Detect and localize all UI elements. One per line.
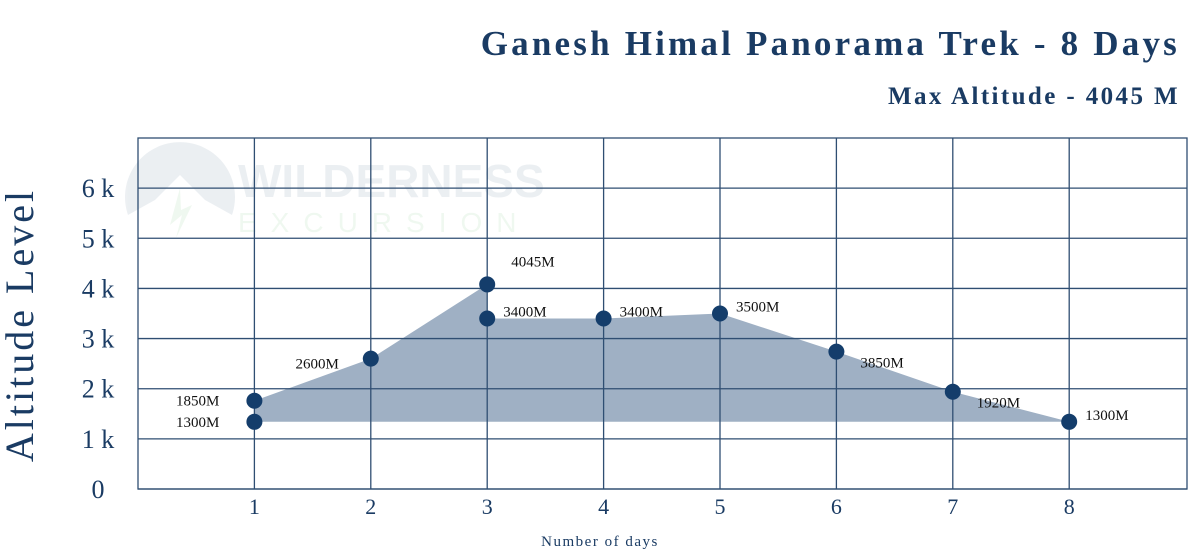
watermark-text-2: EXCURSION [238, 207, 530, 238]
data-point [362, 350, 379, 367]
chart-subtitle: Max Altitude - 4045 M [887, 83, 1180, 110]
y-tick-label: 1 k [82, 425, 115, 454]
data-label: 1920M [977, 396, 1020, 412]
chart-title: Ganesh Himal Panorama Trek - 8 Days [480, 24, 1180, 63]
data-point [828, 343, 845, 360]
watermark-logo: WILDERNESS EXCURSION [125, 142, 545, 238]
watermark-mountain-icon [125, 142, 235, 215]
data-label: 3400M [620, 305, 663, 321]
x-axis-title: Number of days [541, 534, 659, 550]
data-label: 1300M [1085, 408, 1128, 424]
data-point [246, 392, 263, 409]
data-point [479, 310, 496, 327]
watermark-bolt-icon [170, 188, 192, 238]
x-tick-label: 3 [482, 494, 493, 519]
data-point [1061, 413, 1078, 430]
x-tick-label: 1 [249, 494, 260, 519]
x-tick-label: 2 [365, 494, 376, 519]
data-label: 3400M [503, 305, 546, 321]
x-tick-label: 6 [831, 494, 842, 519]
watermark-text-1: WILDERNESS [238, 155, 545, 207]
y-tick-label: 3 k [82, 325, 115, 354]
data-label: 1300M [176, 415, 219, 431]
y-tick-label: 4 k [82, 274, 115, 303]
data-point [479, 276, 496, 293]
data-label: 1850M [176, 394, 219, 410]
y-axis-title: Altitude Level [0, 188, 42, 462]
y-tick-label: 5 k [82, 224, 115, 253]
data-label: 4045M [511, 254, 554, 270]
x-tick-label: 5 [715, 494, 726, 519]
altitude-area [254, 284, 1070, 422]
y-tick-label: 2 k [82, 375, 115, 404]
data-point [712, 305, 728, 322]
y-tick-label: 0 [92, 475, 105, 504]
data-point [246, 413, 263, 430]
data-label: 3500M [736, 300, 779, 316]
data-label: 3850M [860, 356, 903, 372]
data-point [944, 383, 961, 400]
x-tick-label: 4 [598, 494, 609, 519]
data-point [595, 310, 612, 327]
y-tick-label: 6 k [82, 174, 115, 203]
x-tick-label: 8 [1064, 494, 1075, 519]
data-label: 2600M [295, 357, 338, 373]
x-tick-label: 7 [947, 494, 958, 519]
